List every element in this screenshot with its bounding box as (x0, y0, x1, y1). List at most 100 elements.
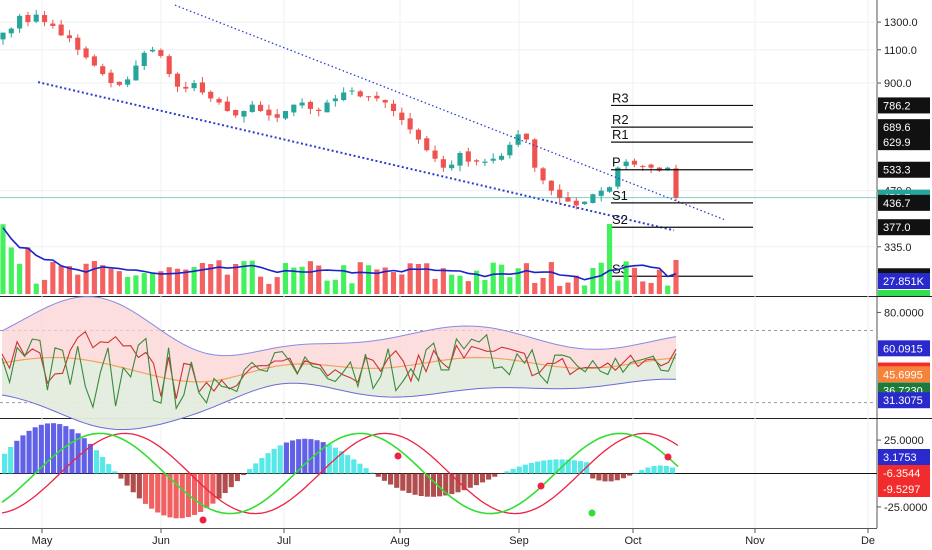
candle-body[interactable] (249, 104, 255, 112)
time-axis[interactable]: May Jun Jul Aug Sep Oct Nov De (32, 528, 875, 547)
candle-body[interactable] (208, 91, 214, 99)
candle-body[interactable] (407, 118, 413, 130)
candle-body[interactable] (332, 98, 338, 102)
candle-body[interactable] (141, 52, 147, 67)
crossover-dot[interactable] (664, 453, 672, 461)
candle-body[interactable] (382, 100, 388, 103)
candle-body[interactable] (25, 14, 31, 23)
crossover-dot[interactable] (537, 482, 545, 490)
candle-body[interactable] (324, 102, 330, 113)
candle-body[interactable] (166, 56, 172, 75)
candle-body[interactable] (449, 164, 455, 169)
candle-body[interactable] (548, 180, 554, 191)
candle-body[interactable] (199, 82, 205, 93)
oscillator-panel[interactable]: 80.0000 (0, 296, 924, 431)
candle-body[interactable] (349, 90, 355, 92)
candle-body[interactable] (673, 168, 679, 198)
crossover-dot[interactable] (588, 509, 596, 517)
candle-body[interactable] (216, 98, 222, 103)
candle-body[interactable] (17, 15, 23, 29)
candle-body[interactable] (474, 160, 480, 162)
candle-body[interactable] (582, 201, 588, 205)
candle-body[interactable] (648, 164, 654, 168)
candle-body[interactable] (241, 111, 247, 117)
candle-body[interactable] (465, 151, 471, 162)
candle-body[interactable] (50, 23, 56, 26)
candle-body[interactable] (233, 109, 239, 116)
candle-body[interactable] (640, 166, 646, 168)
momentum-main-line[interactable] (1, 432, 679, 515)
candle-body[interactable] (149, 49, 156, 52)
candle-body[interactable] (598, 190, 604, 196)
bollinger-basis-line[interactable] (1, 356, 677, 383)
candle-body[interactable] (158, 50, 164, 56)
crossover-dot[interactable] (199, 516, 207, 524)
momentum-panel[interactable]: 25.0000 -25.0000 (0, 423, 927, 524)
candle-body[interactable] (366, 96, 372, 98)
candle-body[interactable] (75, 37, 81, 50)
candle-body[interactable] (606, 187, 613, 192)
candle-body[interactable] (83, 48, 89, 58)
candle-body[interactable] (357, 91, 363, 97)
candle-body[interactable] (108, 72, 114, 84)
candle-body[interactable] (282, 111, 289, 119)
candle-body[interactable] (100, 66, 106, 75)
candle-body[interactable] (274, 114, 280, 118)
candle-body[interactable] (174, 73, 181, 87)
candle-body[interactable] (266, 109, 272, 116)
crossover-dot[interactable] (394, 452, 402, 460)
candle-body[interactable] (66, 35, 73, 39)
upper-trendline[interactable] (174, 4, 725, 221)
candle-body[interactable] (540, 168, 546, 181)
candle-body[interactable] (41, 15, 48, 23)
candle-body[interactable] (299, 102, 305, 106)
candle-body[interactable] (8, 28, 14, 34)
candle-body[interactable] (390, 103, 397, 112)
candle-body[interactable] (307, 101, 313, 109)
candle-body[interactable] (615, 167, 621, 187)
candle-body[interactable] (457, 152, 463, 166)
candle-body[interactable] (341, 92, 347, 101)
candle-body[interactable] (125, 79, 131, 85)
candle-body[interactable] (316, 109, 322, 112)
candle-body[interactable] (0, 32, 6, 40)
candle-body[interactable] (507, 144, 513, 156)
candle-body[interactable] (291, 104, 297, 113)
candle-body[interactable] (415, 129, 422, 140)
candle-body[interactable] (399, 112, 405, 121)
lower-trendline[interactable] (37, 81, 675, 232)
candle-body[interactable] (58, 24, 64, 36)
candle-body[interactable] (224, 101, 230, 112)
oscillator-signal-line[interactable] (1, 330, 677, 399)
candle-body[interactable] (424, 138, 430, 151)
candle-body[interactable] (623, 161, 629, 167)
candle-body[interactable] (257, 104, 264, 112)
candle-body[interactable] (432, 150, 438, 159)
candle-body[interactable] (523, 133, 530, 140)
momentum-signal-line[interactable] (1, 432, 679, 515)
candle-body[interactable] (631, 160, 638, 165)
candle-body[interactable] (532, 139, 538, 168)
candle-body[interactable] (565, 197, 571, 202)
candle-body[interactable] (183, 86, 189, 89)
bollinger-lower-line[interactable] (1, 378, 677, 431)
candle-body[interactable] (498, 155, 505, 160)
candle-body[interactable] (482, 161, 488, 163)
bollinger-upper-line[interactable] (1, 296, 677, 357)
candle-body[interactable] (191, 83, 197, 89)
candle-body[interactable] (116, 81, 122, 85)
candle-body[interactable] (440, 159, 446, 168)
candle-body[interactable] (490, 158, 496, 161)
candle-body[interactable] (557, 189, 563, 198)
candle-body[interactable] (33, 14, 39, 22)
oscillator-main-line[interactable] (1, 333, 677, 411)
candle-body[interactable] (133, 65, 139, 81)
candle-body[interactable] (590, 194, 596, 204)
candle-body[interactable] (573, 200, 579, 206)
candle-body[interactable] (91, 56, 97, 66)
candle-body[interactable] (374, 95, 380, 99)
candle-body[interactable] (665, 167, 671, 171)
